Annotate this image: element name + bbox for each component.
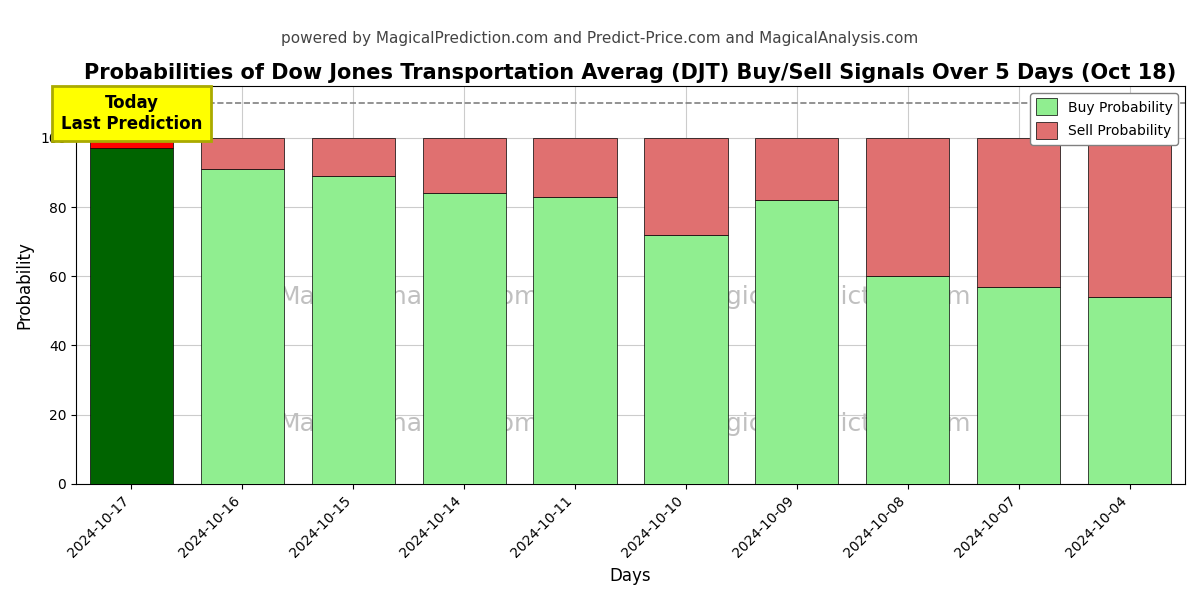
Text: MagicalAnalysis.com: MagicalAnalysis.com <box>278 285 539 309</box>
Bar <box>200 169 284 484</box>
Bar <box>1088 297 1171 484</box>
Bar <box>755 138 839 200</box>
Bar <box>977 138 1061 287</box>
Bar <box>1088 138 1171 297</box>
Text: Today
Last Prediction: Today Last Prediction <box>61 94 202 133</box>
Bar <box>644 138 727 235</box>
Bar <box>866 138 949 276</box>
Text: powered by MagicalPrediction.com and Predict-Price.com and MagicalAnalysis.com: powered by MagicalPrediction.com and Pre… <box>281 31 919 46</box>
Bar <box>755 200 839 484</box>
Bar <box>312 176 395 484</box>
Bar <box>200 138 284 169</box>
X-axis label: Days: Days <box>610 567 652 585</box>
Bar <box>422 193 505 484</box>
Text: MagicalAnalysis.com: MagicalAnalysis.com <box>278 412 539 436</box>
Bar <box>534 197 617 484</box>
Bar <box>90 148 173 484</box>
Text: MagicalPrediction.com: MagicalPrediction.com <box>689 285 971 309</box>
Bar <box>422 138 505 193</box>
Bar <box>90 138 173 148</box>
Bar <box>312 138 395 176</box>
Bar <box>644 235 727 484</box>
Bar <box>534 138 617 197</box>
Text: MagicalPrediction.com: MagicalPrediction.com <box>689 412 971 436</box>
Legend: Buy Probability, Sell Probability: Buy Probability, Sell Probability <box>1030 93 1178 145</box>
Bar <box>977 287 1061 484</box>
Bar <box>866 276 949 484</box>
Y-axis label: Probability: Probability <box>14 241 32 329</box>
Title: Probabilities of Dow Jones Transportation Averag (DJT) Buy/Sell Signals Over 5 D: Probabilities of Dow Jones Transportatio… <box>84 63 1177 83</box>
